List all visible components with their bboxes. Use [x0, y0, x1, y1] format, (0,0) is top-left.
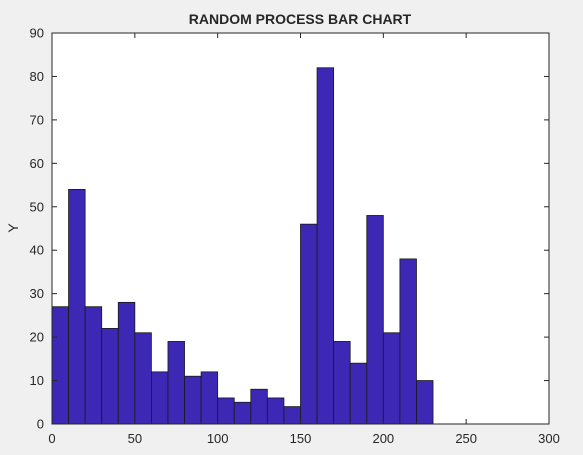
x-tick-label: 100: [207, 431, 229, 446]
bar: [68, 188, 86, 425]
y-tick-label: 40: [30, 243, 44, 258]
y-tick-label: 30: [30, 286, 44, 301]
y-tick-label: 80: [30, 69, 44, 84]
bar: [200, 371, 219, 425]
bar: [349, 362, 368, 425]
x-axis: 0 50 100 150 200 250 300: [48, 33, 560, 446]
bars-group: [51, 67, 434, 425]
bar: [217, 397, 235, 425]
bar: [233, 401, 252, 425]
bar: [416, 380, 434, 425]
bar: [333, 341, 351, 425]
x-tick-label: 0: [48, 431, 55, 446]
bar: [283, 406, 301, 425]
y-axis: 0 10 20 30 40 50 60 70 80 90: [30, 26, 549, 432]
x-tick-label: 200: [372, 431, 394, 446]
y-tick-label: 20: [30, 330, 44, 345]
y-tick-label: 0: [37, 417, 44, 432]
bar: [382, 332, 401, 425]
y-tick-label: 60: [30, 156, 44, 171]
y-tick-label: 50: [30, 199, 44, 214]
bar: [51, 306, 69, 425]
bar: [366, 215, 384, 425]
bar: [184, 375, 202, 425]
chart-title: RANDOM PROCESS BAR CHART: [189, 11, 412, 27]
bar: [150, 371, 169, 425]
x-tick-label: 300: [538, 431, 560, 446]
bar: [399, 258, 417, 425]
y-axis-label: Y: [5, 223, 21, 233]
bar: [117, 301, 136, 425]
y-tick-label: 90: [30, 26, 44, 41]
x-tick-label: 150: [290, 431, 312, 446]
bar: [134, 332, 152, 425]
y-tick-label: 70: [30, 112, 44, 127]
x-tick-label: 50: [128, 431, 142, 446]
bar: [266, 397, 285, 425]
bar: [300, 223, 318, 425]
y-tick-label: 10: [30, 373, 44, 388]
bar: [167, 341, 185, 425]
bar: [84, 306, 103, 425]
bar: [316, 67, 335, 425]
bar: [101, 328, 119, 425]
bar: [250, 388, 268, 425]
x-tick-label: 250: [455, 431, 477, 446]
